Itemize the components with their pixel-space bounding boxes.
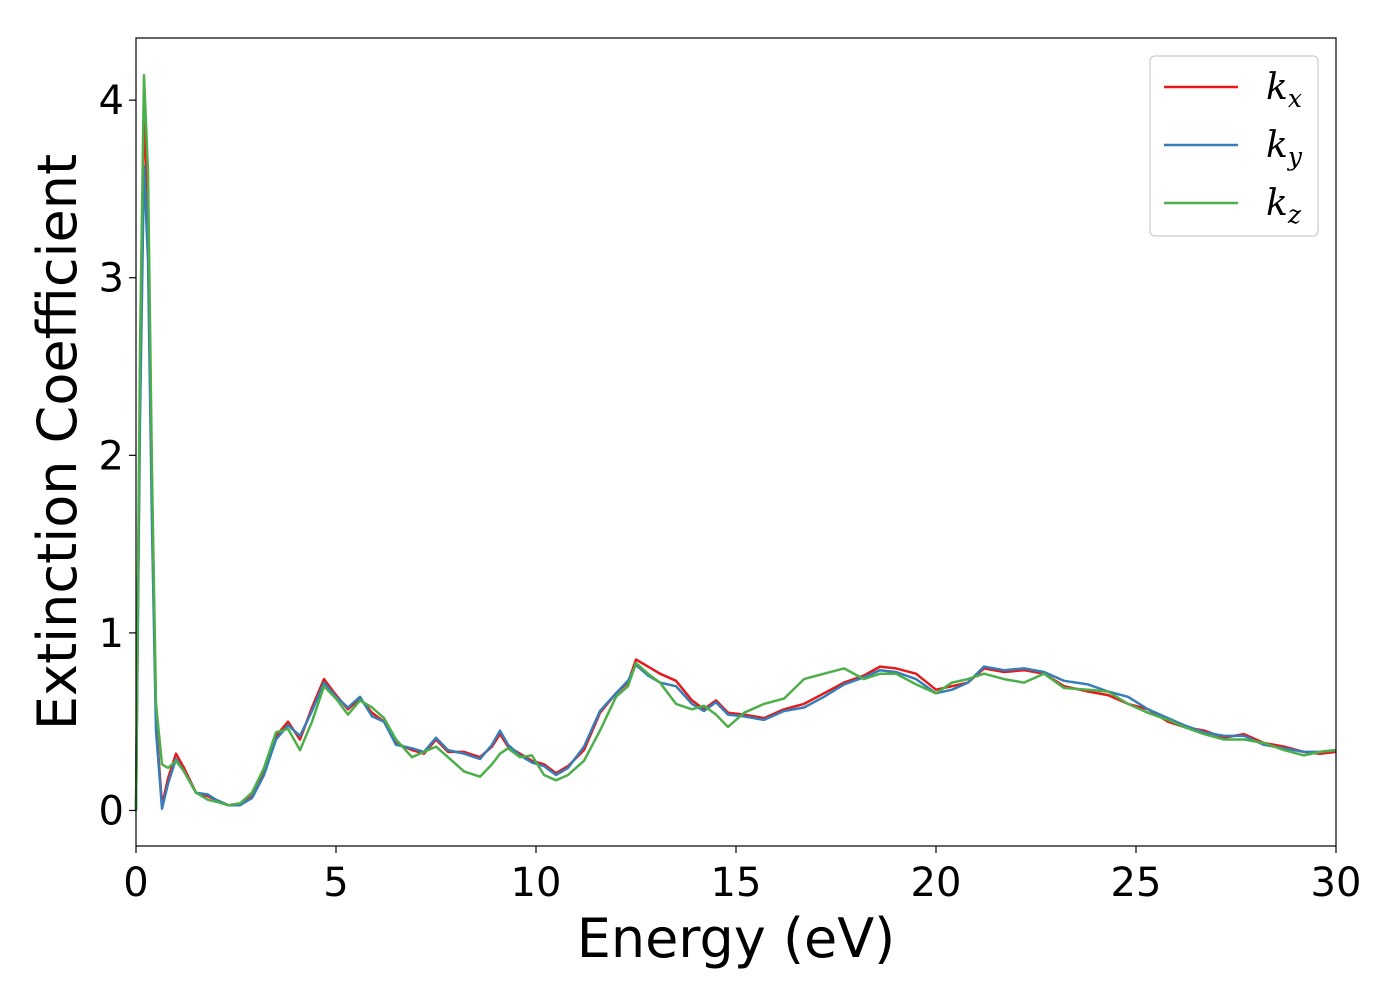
series-layer	[134, 74, 1337, 811]
x-tick-label: 25	[1111, 860, 1162, 906]
x-tick-label: 5	[323, 860, 348, 906]
series-line-z	[134, 74, 1337, 811]
legend-label-y: ky	[1266, 125, 1303, 171]
series-line-y	[134, 164, 1337, 811]
y-tick-label: 0	[99, 788, 124, 834]
y-tick-label: 4	[99, 78, 124, 124]
x-tick-label: 0	[123, 860, 148, 906]
x-tick-label: 30	[1311, 860, 1362, 906]
x-axis: 0 5 10 15 20 25 30	[123, 846, 1361, 906]
x-tick-label: 15	[711, 860, 762, 906]
x-axis-title: Energy (eV)	[577, 907, 896, 970]
legend: kx ky kz	[1149, 55, 1319, 237]
x-tick-label: 10	[511, 860, 562, 906]
plot-area	[136, 38, 1336, 846]
x-tick-label: 20	[911, 860, 962, 906]
y-tick-label: 3	[99, 256, 124, 302]
y-axis: 0 1 2 3 4	[99, 78, 136, 834]
y-tick-label: 1	[99, 611, 124, 657]
y-tick-label: 2	[99, 433, 124, 479]
legend-label-x: kx	[1266, 67, 1302, 113]
y-axis-title: Extinction Coefficient	[26, 154, 89, 730]
legend-label-z: kz	[1266, 183, 1302, 229]
